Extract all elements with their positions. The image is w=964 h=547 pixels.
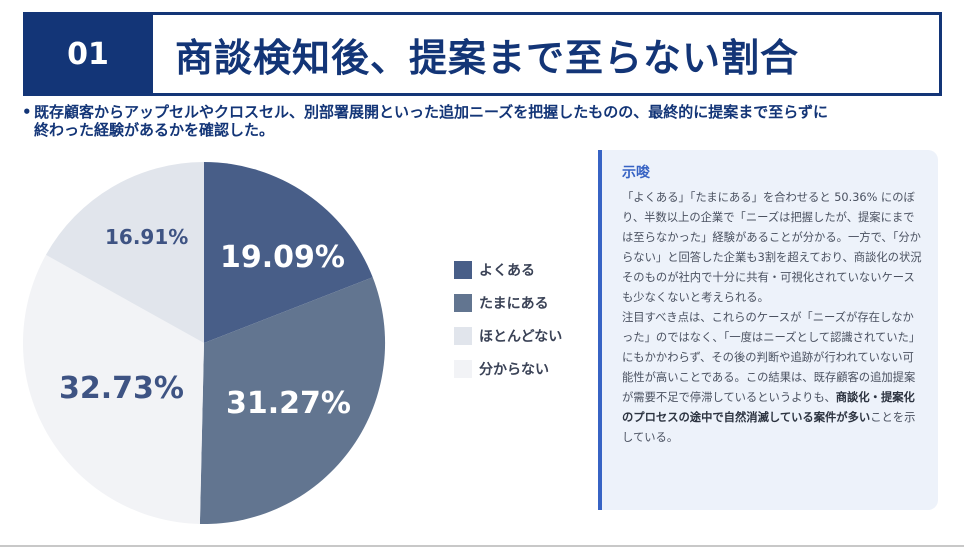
insight-text: ことを示している。: [622, 411, 916, 444]
lead-line-1: 既存顧客からアップセルやクロスセル、別部署展開といった追加ニーズを把握したものの…: [34, 103, 828, 121]
legend-swatch: [454, 294, 472, 312]
legend-item-often: よくある: [454, 261, 562, 279]
chart-legend: よくある たまにある ほとんどない 分からない: [454, 261, 562, 393]
footer-divider: [0, 545, 964, 547]
lead-line-2: 終わった経験があるかを確認した。: [34, 121, 275, 139]
legend-swatch: [454, 360, 472, 378]
bullet-icon: •: [22, 103, 32, 121]
legend-label: たまにある: [479, 296, 549, 312]
pie-svg: [22, 162, 386, 525]
label-rarely: 16.91%: [105, 225, 189, 249]
slice-rarely: [45, 162, 205, 343]
legend-swatch: [454, 261, 472, 279]
slice-unknown: [22, 254, 205, 524]
insight-heading: 示唆: [622, 165, 650, 181]
section-header: 01 商談検知後、提案まで至らない割合: [23, 12, 942, 96]
insight-text: 注目すべき点は、これらのケースが「ニーズが存在しなかった」のではなく、「一度はニ…: [622, 311, 921, 404]
page-title: 商談検知後、提案まで至らない割合: [175, 35, 800, 80]
legend-label: 分からない: [479, 362, 549, 378]
lead-text: • 既存顧客からアップセルやクロスセル、別部署展開といった追加ニーズを把握したもの…: [22, 103, 952, 139]
pie-chart: 19.09% 31.27% 32.73% 16.91%: [0, 150, 420, 540]
insight-panel: 示唆 「よくある」「たまにある」を合わせると 50.36% にのぼり、半数以上の…: [598, 150, 938, 510]
label-often: 19.09%: [220, 240, 345, 275]
legend-label: よくある: [479, 263, 535, 279]
insight-paragraph-1: 「よくある」「たまにある」を合わせると 50.36% にのぼり、半数以上の企業で…: [622, 191, 922, 304]
label-unknown: 32.73%: [59, 371, 184, 406]
legend-item-rarely: ほとんどない: [454, 327, 562, 345]
legend-item-unknown: 分からない: [454, 360, 562, 378]
slice-sometimes: [199, 277, 386, 525]
legend-item-sometimes: たまにある: [454, 294, 562, 312]
section-number: 01: [23, 12, 153, 96]
legend-label: ほとんどない: [479, 329, 563, 345]
slice-often: [204, 162, 373, 343]
label-sometimes: 31.27%: [226, 386, 351, 421]
insight-paragraph-2: 注目すべき点は、これらのケースが「ニーズが存在しなかった」のではなく、「一度はニ…: [622, 308, 924, 448]
legend-swatch: [454, 327, 472, 345]
insight-emphasis: 商談化・提案化のプロセスの途中で自然消滅している案件が多い: [622, 391, 915, 424]
